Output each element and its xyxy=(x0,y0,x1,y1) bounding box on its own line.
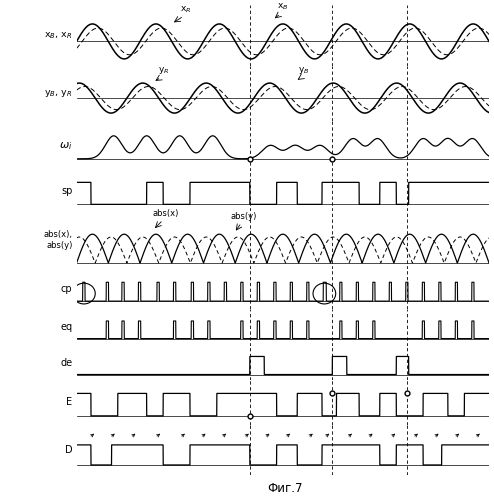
Text: y$_B$: y$_B$ xyxy=(298,65,309,76)
Y-axis label: sp: sp xyxy=(61,186,73,196)
Text: x$_R$: x$_R$ xyxy=(180,4,192,14)
Y-axis label: y$_B$, y$_R$: y$_B$, y$_R$ xyxy=(44,88,73,99)
Y-axis label: abs(x),
abs(y): abs(x), abs(y) xyxy=(43,230,73,250)
Text: x$_B$: x$_B$ xyxy=(277,2,288,12)
Text: y$_R$: y$_R$ xyxy=(158,65,169,76)
Y-axis label: de: de xyxy=(60,358,73,368)
Y-axis label: x$_B$, x$_R$: x$_B$, x$_R$ xyxy=(44,30,73,40)
Text: abs(x): abs(x) xyxy=(152,209,178,218)
Y-axis label: D: D xyxy=(65,445,73,455)
Y-axis label: $\omega_i$: $\omega_i$ xyxy=(59,140,73,152)
Y-axis label: cp: cp xyxy=(61,284,73,294)
Y-axis label: eq: eq xyxy=(60,322,73,332)
Text: abs(y): abs(y) xyxy=(230,212,257,221)
Text: Фиг.7: Фиг.7 xyxy=(268,482,303,495)
Y-axis label: E: E xyxy=(66,398,73,407)
